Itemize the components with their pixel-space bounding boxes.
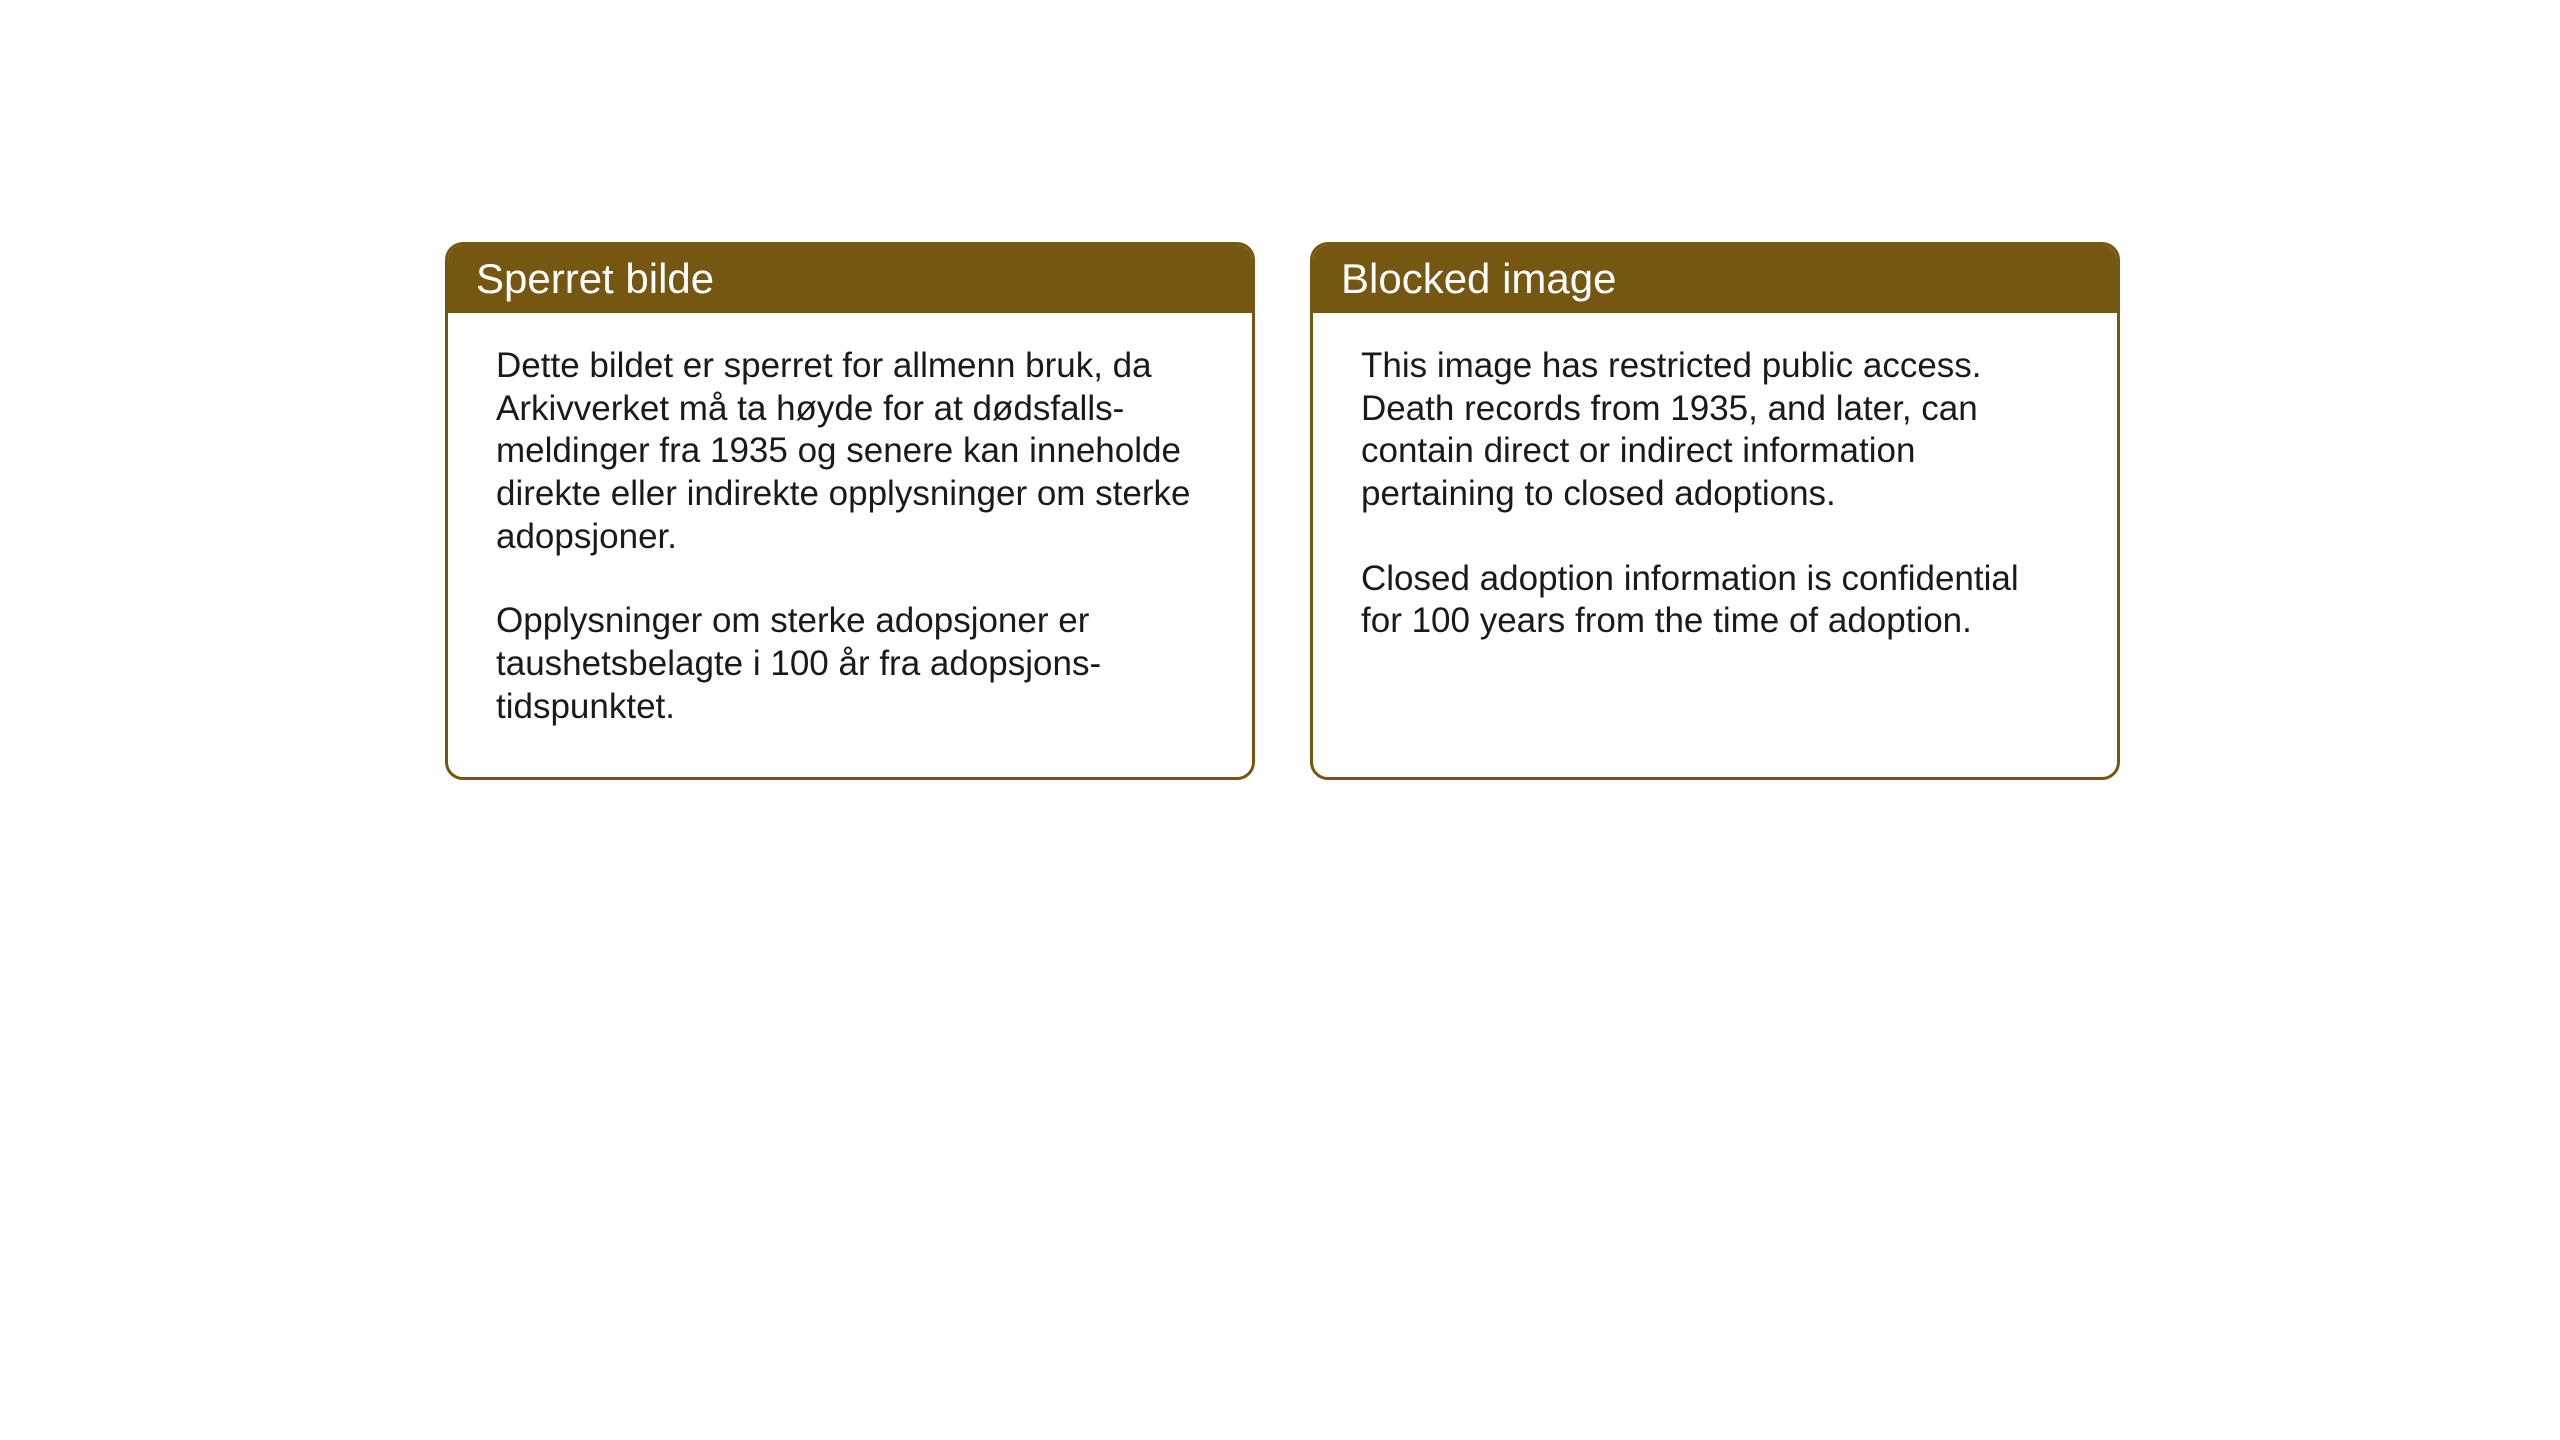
card-paragraph-2: Closed adoption information is confident… — [1361, 558, 2069, 643]
card-body-norwegian: Dette bildet er sperret for allmenn bruk… — [448, 313, 1252, 777]
card-paragraph-1: Dette bildet er sperret for allmenn bruk… — [496, 345, 1204, 558]
notice-card-english: Blocked image This image has restricted … — [1310, 242, 2120, 780]
card-header-english: Blocked image — [1313, 245, 2117, 313]
notice-card-norwegian: Sperret bilde Dette bildet er sperret fo… — [445, 242, 1255, 780]
notice-cards-container: Sperret bilde Dette bildet er sperret fo… — [445, 242, 2120, 780]
card-paragraph-2: Opplysninger om sterke adopsjoner er tau… — [496, 600, 1204, 728]
card-title: Blocked image — [1341, 255, 1616, 302]
card-body-english: This image has restricted public access.… — [1313, 313, 2117, 691]
card-header-norwegian: Sperret bilde — [448, 245, 1252, 313]
card-paragraph-1: This image has restricted public access.… — [1361, 345, 2069, 516]
card-title: Sperret bilde — [476, 255, 714, 302]
